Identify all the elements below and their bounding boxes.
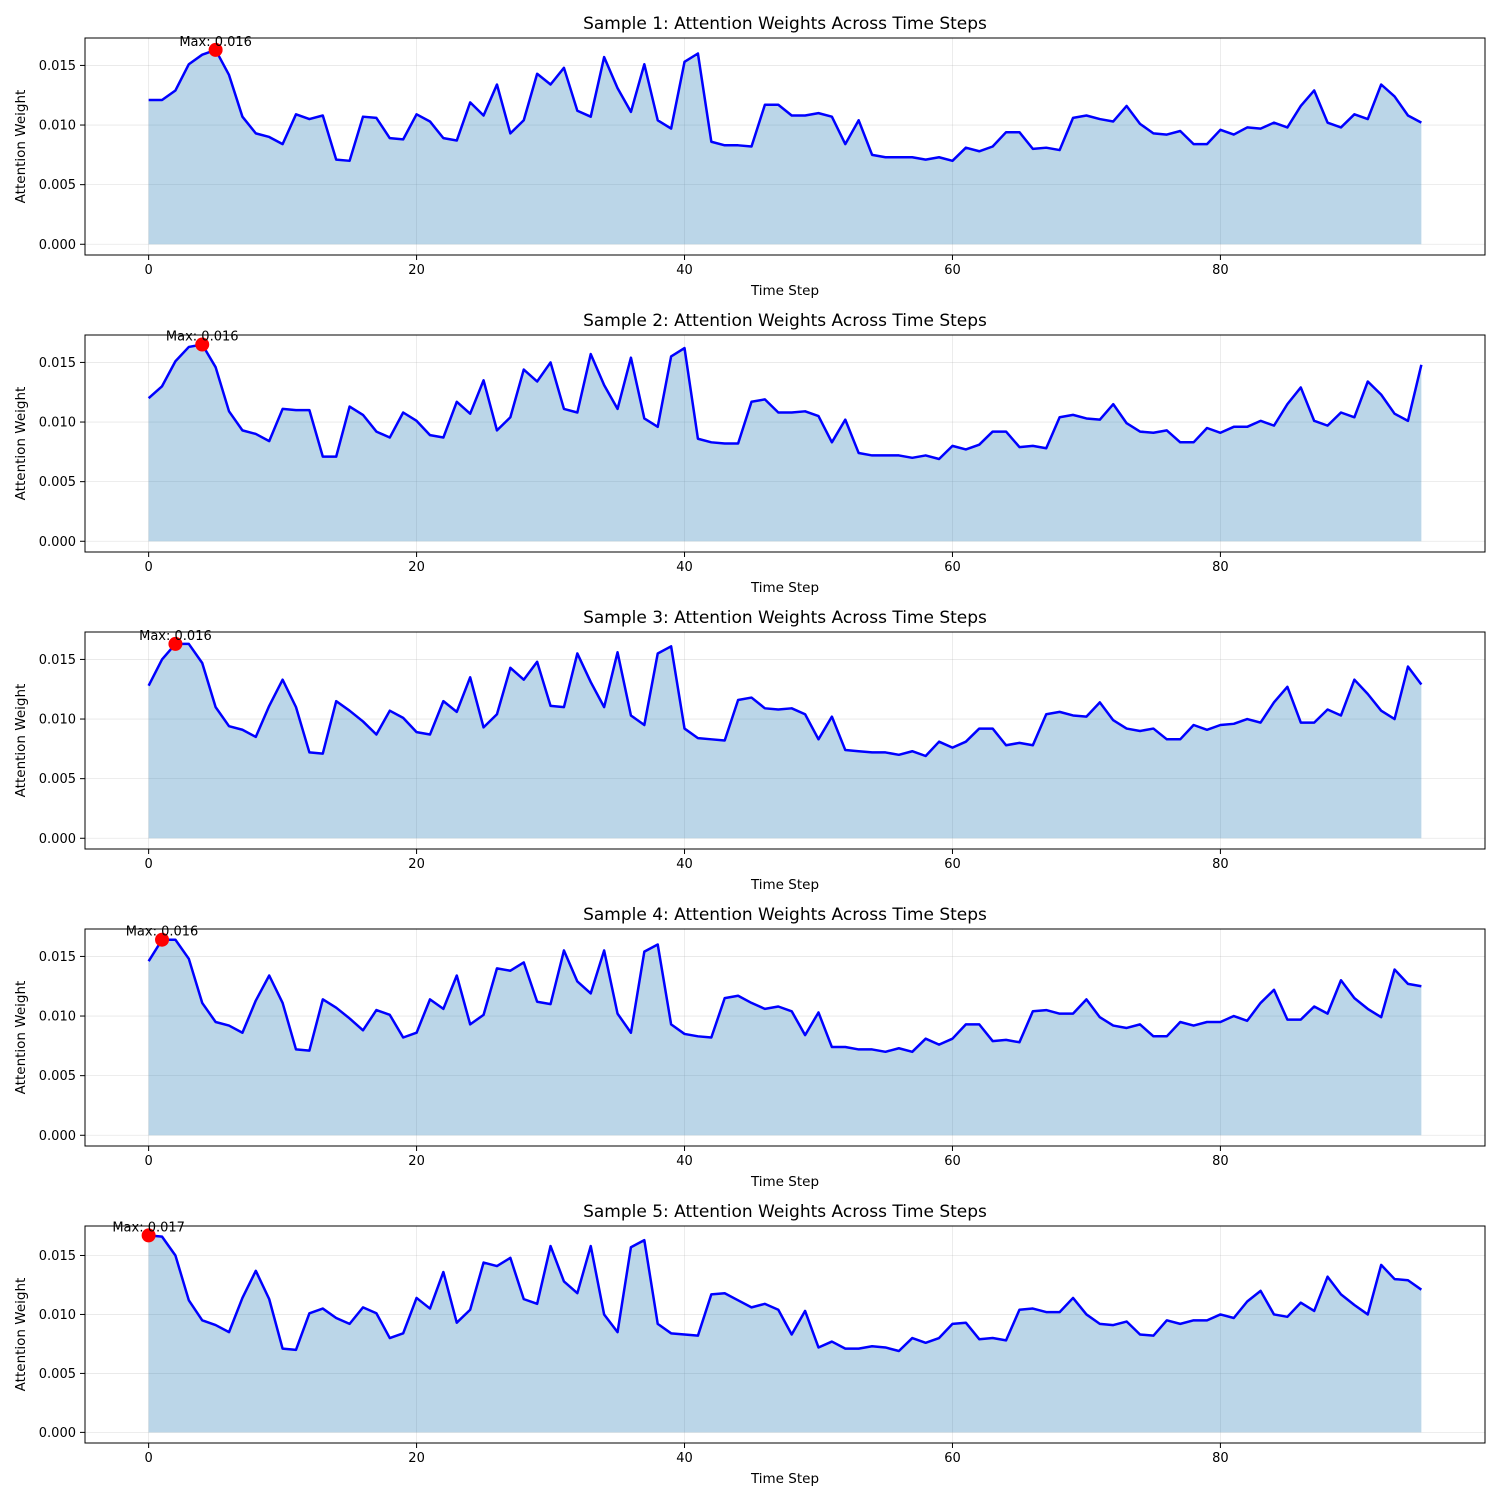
y-tick-label: 0.000 xyxy=(39,535,76,550)
attention-line xyxy=(147,938,1422,1054)
x-tick-label: 20 xyxy=(408,857,425,872)
x-tick-label: 60 xyxy=(944,1451,961,1466)
subplot-4: Max: 0.016 0 20 40 60 80 0.000 0.005 0.010 0.015 S… xyxy=(13,905,1486,1190)
subplot-title: Sample 3: Attention Weights Across Time … xyxy=(583,608,987,628)
y-tick-label: 0.010 xyxy=(39,119,76,134)
max-annotation: Max: 0.017 xyxy=(112,1220,185,1235)
x-tick-label: 40 xyxy=(676,857,693,872)
plot-area xyxy=(85,1226,1485,1443)
y-tick-label: 0.015 xyxy=(39,59,76,74)
max-point-marker xyxy=(195,337,210,352)
attention-line xyxy=(147,343,1423,461)
x-tick-label: 20 xyxy=(408,560,425,575)
area-fill xyxy=(148,643,1422,839)
max-point-marker xyxy=(155,932,170,947)
plot-area xyxy=(85,632,1485,849)
y-tick-label: 0.000 xyxy=(39,832,76,847)
x-tick-label: 40 xyxy=(676,560,693,575)
max-point-marker xyxy=(168,636,183,651)
y-tick-label: 0.010 xyxy=(39,713,76,728)
subplot-2: Max: 0.016 0 20 40 60 80 0.000 0.005 0.010 0.015 S… xyxy=(13,311,1486,596)
y-tick-label: 0.015 xyxy=(39,356,76,371)
area-fill xyxy=(148,939,1422,1136)
subplot-3: Max: 0.016 0 20 40 60 80 0.000 0.005 0.010 0.015 S… xyxy=(13,608,1486,893)
x-axis-label: Time Step xyxy=(750,283,819,299)
x-tick-label: 60 xyxy=(944,1154,961,1169)
y-tick-label: 0.010 xyxy=(39,1010,76,1025)
area-fill xyxy=(148,344,1422,542)
x-axis-label: Time Step xyxy=(750,877,819,893)
x-tick-label: 40 xyxy=(676,1154,693,1169)
attention-line xyxy=(148,1234,1423,1353)
x-tick-label: 80 xyxy=(1212,1154,1229,1169)
attention-line xyxy=(148,48,1422,163)
max-annotation: Max: 0.016 xyxy=(179,35,252,50)
y-tick-label: 0.005 xyxy=(39,1069,76,1084)
plot-area xyxy=(85,38,1485,255)
x-tick-label: 0 xyxy=(144,1451,152,1466)
x-tick-label: 0 xyxy=(144,1154,152,1169)
y-axis-label: Attention Weight xyxy=(13,684,29,798)
y-tick-label: 0.015 xyxy=(39,1249,76,1264)
x-axis-label: Time Step xyxy=(750,580,819,596)
max-point-marker xyxy=(141,1228,156,1243)
axes-frame xyxy=(84,631,1486,850)
subplot-title: Sample 5: Attention Weights Across Time … xyxy=(583,1202,987,1222)
x-tick-label: 0 xyxy=(144,857,152,872)
subplot-title: Sample 2: Attention Weights Across Time … xyxy=(583,311,987,331)
subplot-1: Max: 0.016 0 20 40 60 80 0.000 0.005 0.010 0.015 S… xyxy=(13,14,1486,299)
y-axis-label: Attention Weight xyxy=(13,981,29,1095)
axes-frame xyxy=(84,928,1486,1147)
x-tick-label: 60 xyxy=(944,263,961,278)
y-tick-label: 0.000 xyxy=(39,238,76,253)
y-tick-label: 0.010 xyxy=(39,1308,76,1323)
y-tick-label: 0.005 xyxy=(39,1367,76,1382)
plot-area xyxy=(85,929,1485,1146)
y-tick-label: 0.005 xyxy=(39,178,76,193)
subplot-title: Sample 1: Attention Weights Across Time … xyxy=(583,14,987,34)
max-point-marker xyxy=(208,42,223,57)
x-tick-label: 40 xyxy=(676,263,693,278)
max-annotation: Max: 0.016 xyxy=(126,925,199,940)
axes-frame xyxy=(84,37,1486,256)
subplot-title: Sample 4: Attention Weights Across Time … xyxy=(583,905,987,925)
axes-frame xyxy=(84,334,1486,553)
x-tick-label: 80 xyxy=(1212,1451,1229,1466)
attention-line xyxy=(147,642,1423,758)
area-fill xyxy=(148,49,1422,245)
axes-frame xyxy=(84,1225,1486,1444)
y-axis-label: Attention Weight xyxy=(13,90,29,204)
area-fill xyxy=(148,1235,1422,1433)
x-tick-label: 0 xyxy=(144,263,152,278)
y-tick-label: 0.005 xyxy=(39,772,76,787)
y-axis-label: Attention Weight xyxy=(13,1278,29,1392)
y-tick-label: 0.015 xyxy=(39,950,76,965)
x-tick-label: 0 xyxy=(144,560,152,575)
x-tick-label: 60 xyxy=(944,857,961,872)
x-tick-label: 20 xyxy=(408,263,425,278)
x-tick-label: 80 xyxy=(1212,857,1229,872)
y-tick-label: 0.005 xyxy=(39,475,76,490)
y-tick-label: 0.010 xyxy=(39,416,76,431)
subplot-5: Max: 0.017 0 20 40 60 80 0.000 0.005 0.010 0.015 S… xyxy=(13,1202,1486,1487)
y-axis-label: Attention Weight xyxy=(13,387,29,501)
max-annotation: Max: 0.016 xyxy=(166,330,239,345)
x-axis-label: Time Step xyxy=(750,1471,819,1487)
y-tick-label: 0.000 xyxy=(39,1426,76,1441)
y-tick-label: 0.000 xyxy=(39,1129,76,1144)
x-tick-label: 60 xyxy=(944,560,961,575)
x-axis-label: Time Step xyxy=(750,1174,819,1190)
x-tick-label: 40 xyxy=(676,1451,693,1466)
x-tick-label: 20 xyxy=(408,1451,425,1466)
x-tick-label: 80 xyxy=(1212,560,1229,575)
max-annotation: Max: 0.016 xyxy=(139,629,212,644)
x-tick-label: 80 xyxy=(1212,263,1229,278)
x-tick-label: 20 xyxy=(408,1154,425,1169)
y-tick-label: 0.015 xyxy=(39,653,76,668)
